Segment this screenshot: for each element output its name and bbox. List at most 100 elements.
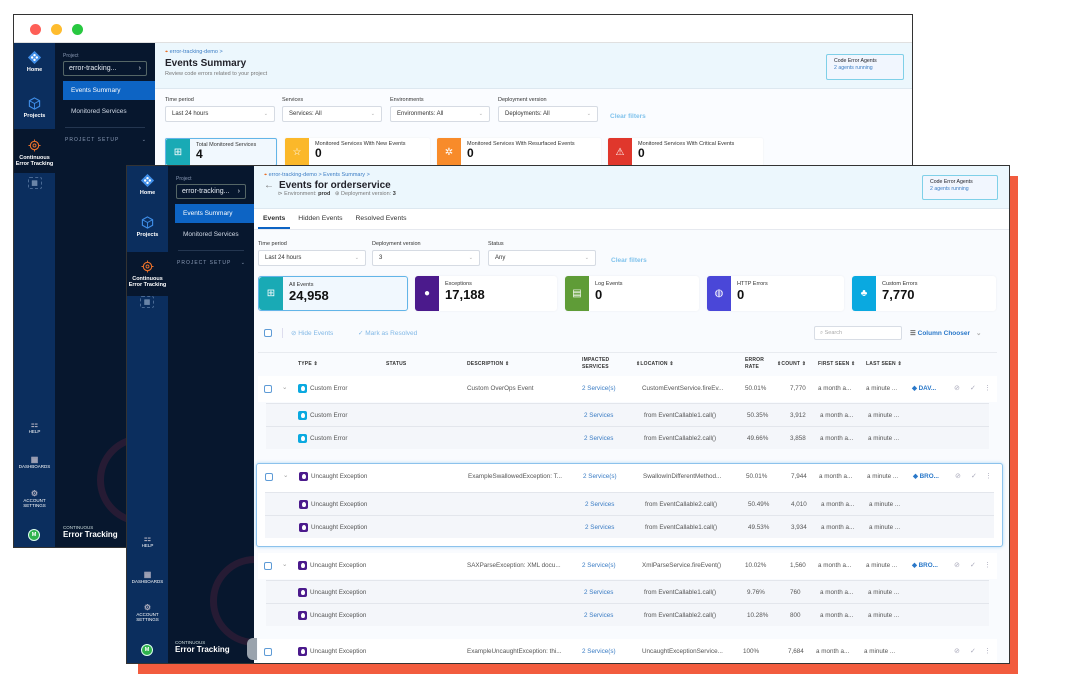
status-select[interactable]: Any ⌄ [488, 250, 596, 266]
card-total-monitored[interactable]: ⊞ Total Monitored Services 4 [165, 138, 277, 166]
column-count[interactable]: ⇕COUNT ⇕ [777, 361, 807, 367]
more-options-icon[interactable]: ⋮ [985, 473, 992, 480]
table-row[interactable]: Uncaught Exception ExampleUncaughtExcept… [258, 639, 997, 663]
services-link[interactable]: 2 Service(s) [583, 473, 617, 480]
mark-resolved-button[interactable]: ✓ Mark as Resolved [358, 329, 417, 337]
nav-home[interactable]: Home [14, 43, 55, 85]
services-link[interactable]: 2 Services [584, 589, 614, 596]
services-link[interactable]: 2 Services [584, 612, 614, 619]
row-checkbox[interactable] [264, 562, 272, 570]
services-select[interactable]: Services: All ⌄ [282, 106, 382, 122]
column-chooser-button[interactable]: ☰ Column Chooser ⌄ [910, 329, 981, 337]
resolve-row-icon[interactable]: ✓ [970, 648, 976, 655]
hide-row-icon[interactable]: ⊘ [955, 473, 961, 480]
tab-hidden-events[interactable]: Hidden Events [298, 215, 343, 222]
card-new-events[interactable]: ☆ Monitored Services With New Events 0 [285, 138, 430, 166]
deployment-version-select[interactable]: 3 ⌄ [372, 250, 480, 266]
column-description[interactable]: DESCRIPTION ⇕ [467, 361, 510, 367]
nav-cet[interactable]: Continuous Error Tracking [14, 129, 55, 173]
code-error-agents-badge[interactable]: Code Error Agents 2 agents running [922, 175, 998, 200]
column-last-seen[interactable]: LAST SEEN ⇕ [866, 361, 902, 367]
clear-filters-link[interactable]: Clear filters [611, 257, 647, 264]
table-row[interactable]: ⌄ Uncaught Exception ExampleSwallowedExc… [259, 464, 996, 490]
nav-help[interactable]: ⚏ HELP [127, 534, 168, 548]
table-subrow[interactable]: Uncaught Exception 2 Services from Event… [266, 580, 989, 603]
agent-link[interactable]: ◆ DAV... [912, 385, 936, 392]
sidebar-collapse-handle[interactable] [247, 638, 257, 660]
expand-chevron-icon[interactable]: ⌄ [283, 472, 289, 479]
nav-projects[interactable]: Projects [127, 216, 168, 238]
row-checkbox[interactable] [264, 648, 272, 656]
minimize-window-button[interactable] [51, 24, 62, 35]
maximize-window-button[interactable] [72, 24, 83, 35]
hide-row-icon[interactable]: ⊘ [954, 385, 960, 392]
back-arrow-icon[interactable]: ← [264, 180, 274, 191]
more-options-icon[interactable]: ⋮ [984, 648, 991, 655]
agent-link[interactable]: ◆ BRO... [912, 562, 938, 569]
card-resurfaced-events[interactable]: ✲ Monitored Services With Resurfaced Eve… [437, 138, 601, 166]
row-checkbox[interactable] [264, 385, 272, 393]
table-subrow[interactable]: Custom Error 2 Services from EventCallab… [266, 403, 989, 426]
clear-filters-link[interactable]: Clear filters [610, 113, 646, 120]
services-link[interactable]: 2 Services [584, 435, 614, 442]
time-period-select[interactable]: Last 24 hours ⌄ [165, 106, 275, 122]
select-all-checkbox[interactable] [264, 329, 272, 337]
card-http-errors[interactable]: ◍ HTTP Errors 0 [707, 276, 844, 311]
resolve-row-icon[interactable]: ✓ [970, 562, 976, 569]
card-log-events[interactable]: ▤ Log Events 0 [565, 276, 699, 311]
avatar[interactable]: M [141, 644, 153, 656]
hide-row-icon[interactable]: ⊘ [954, 562, 960, 569]
nav-account-settings[interactable]: ⚙ ACCOUNT SETTINGS [127, 603, 168, 622]
expand-chevron-icon[interactable]: ⌄ [282, 561, 288, 568]
breadcrumb[interactable]: ⌖ error-tracking-demo > [165, 49, 902, 56]
nav-home[interactable]: Home [127, 174, 168, 196]
services-link[interactable]: 2 Service(s) [582, 562, 616, 569]
nav-cet[interactable]: Continuous Error Tracking [127, 252, 168, 296]
services-link[interactable]: 2 Services [584, 412, 614, 419]
nav-projects[interactable]: Projects [14, 85, 55, 129]
table-subrow[interactable]: Custom Error 2 Services from EventCallab… [266, 426, 989, 449]
resolve-row-icon[interactable]: ✓ [970, 385, 976, 392]
more-options-icon[interactable]: ⋮ [984, 385, 991, 392]
services-link[interactable]: 2 Service(s) [582, 648, 616, 655]
menu-monitored-services[interactable]: Monitored Services [183, 231, 239, 238]
project-setup-toggle[interactable]: PROJECT SETUP ⌄ [169, 257, 254, 269]
agent-link[interactable]: ◆ BRO... [913, 473, 939, 480]
services-link[interactable]: 2 Services [585, 501, 615, 508]
nav-help[interactable]: ⚏ HELP [14, 420, 55, 434]
project-setup-toggle[interactable]: PROJECT SETUP ⌄ [57, 134, 155, 146]
search-input[interactable]: ⌕ Search [814, 326, 902, 340]
table-row[interactable]: ⌄ Uncaught Exception SAXParseException: … [258, 553, 997, 579]
nav-account-settings[interactable]: ⚙ ACCOUNT SETTINGS [14, 489, 55, 508]
hide-row-icon[interactable]: ⊘ [954, 648, 960, 655]
close-window-button[interactable] [30, 24, 41, 35]
project-selector[interactable]: error-tracking... › [63, 61, 147, 76]
modules-grid-icon[interactable]: ▦ [27, 177, 42, 189]
code-error-agents-badge[interactable]: Code Error Agents 2 agents running [826, 54, 904, 80]
breadcrumb[interactable]: ⌖ error-tracking-demo > Events Summary > [264, 172, 999, 179]
project-selector[interactable]: error-tracking... › [176, 184, 246, 199]
column-location[interactable]: ⇕LOCATION ⇕ [636, 361, 674, 367]
menu-events-summary[interactable]: Events Summary [63, 81, 155, 100]
card-all-events[interactable]: ⊞ All Events 24,958 [258, 276, 408, 311]
time-period-select[interactable]: Last 24 hours ⌄ [258, 250, 366, 266]
services-link[interactable]: 2 Services [585, 524, 615, 531]
expand-chevron-icon[interactable]: ⌄ [282, 384, 288, 391]
table-subrow[interactable]: Uncaught Exception 2 Services from Event… [266, 603, 989, 626]
card-exceptions[interactable]: ● Exceptions 17,188 [415, 276, 557, 311]
hide-events-button[interactable]: ⊘ Hide Events [291, 329, 333, 337]
row-checkbox[interactable] [265, 473, 273, 481]
table-subrow[interactable]: Uncaught Exception 2 Services from Event… [265, 492, 994, 515]
avatar[interactable]: M [28, 529, 40, 541]
resolve-row-icon[interactable]: ✓ [971, 473, 977, 480]
menu-events-summary[interactable]: Events Summary [175, 204, 254, 223]
tab-resolved-events[interactable]: Resolved Events [355, 215, 407, 222]
table-row[interactable]: ⌄ Custom Error Custom OverOps Event 2 Se… [258, 376, 997, 402]
tab-events[interactable]: Events [258, 209, 291, 229]
table-subrow[interactable]: Uncaught Exception 2 Services from Event… [265, 515, 994, 538]
card-custom-errors[interactable]: ♣ Custom Errors 7,770 [852, 276, 996, 311]
menu-monitored-services[interactable]: Monitored Services [71, 108, 127, 115]
card-critical-events[interactable]: ⚠ Monitored Services With Critical Event… [608, 138, 763, 166]
modules-grid-icon[interactable]: ▦ [140, 296, 154, 308]
nav-dashboards[interactable]: ▦ DASHBOARDS [127, 570, 168, 584]
